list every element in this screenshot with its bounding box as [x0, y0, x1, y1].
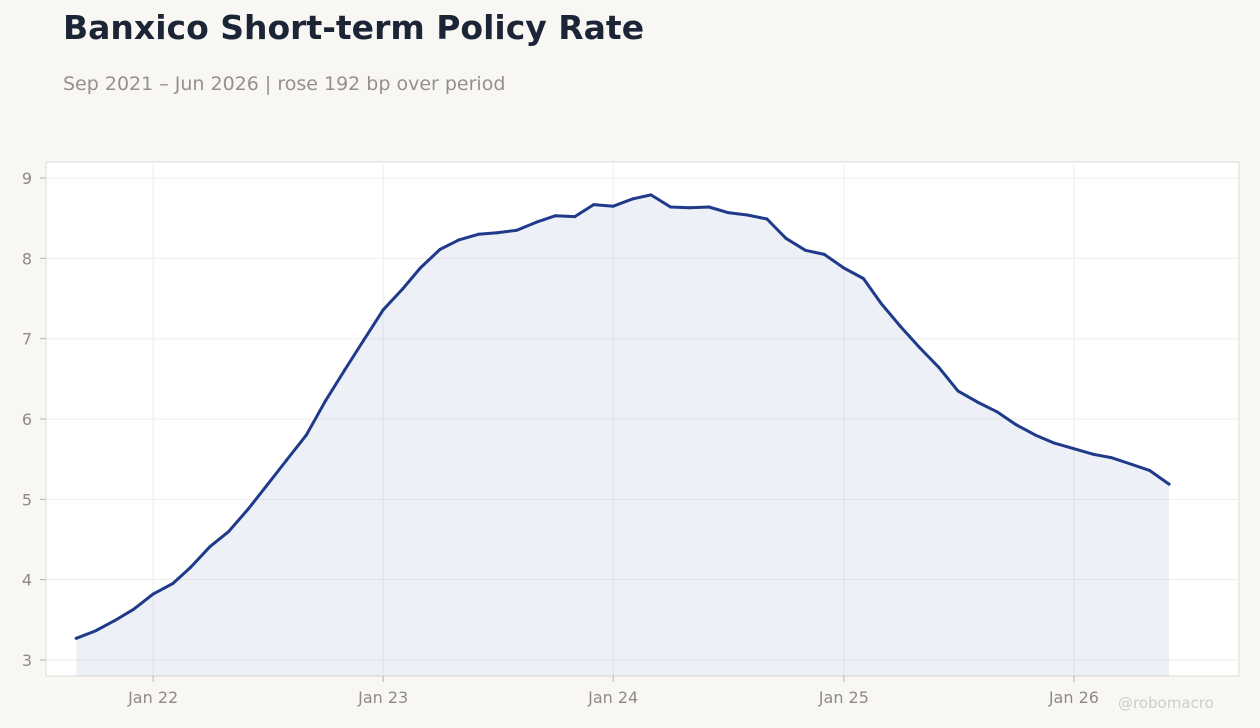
data-point — [592, 203, 596, 207]
data-point — [573, 215, 577, 219]
data-point — [227, 529, 231, 533]
y-tick-label: 7 — [22, 330, 32, 349]
data-point — [285, 458, 289, 462]
data-point — [1091, 452, 1095, 456]
x-tick-label: Jan 25 — [818, 688, 869, 707]
y-tick-label: 3 — [22, 651, 32, 670]
x-tick-label: Jan 24 — [587, 688, 638, 707]
data-point — [649, 193, 653, 197]
data-point — [995, 410, 999, 414]
y-tick-label: 5 — [22, 490, 32, 509]
x-tick-label: Jan 22 — [127, 688, 178, 707]
data-point — [171, 582, 175, 586]
data-point — [1014, 423, 1018, 427]
data-point — [476, 232, 480, 236]
data-point — [803, 248, 807, 252]
data-point — [1109, 456, 1113, 460]
data-point — [899, 325, 903, 329]
data-point — [976, 400, 979, 404]
data-point — [707, 205, 711, 209]
data-point — [918, 346, 921, 349]
x-axis-ticks: Jan 22 Jan 23 Jan 24 Jan 25 Jan 26 — [127, 676, 1099, 707]
data-point — [534, 220, 538, 224]
data-point — [1167, 482, 1171, 486]
data-point — [765, 217, 769, 221]
data-point — [842, 266, 846, 270]
data-point — [362, 338, 366, 342]
data-point — [1033, 433, 1037, 437]
y-tick-label: 8 — [22, 249, 32, 268]
data-point — [1072, 447, 1076, 451]
data-points — [74, 193, 1171, 640]
data-point — [265, 483, 269, 487]
data-point — [611, 204, 615, 208]
data-point — [553, 214, 557, 218]
chart-subtitle: Sep 2021 – Jun 2026 | rose 192 bp over p… — [63, 73, 506, 95]
data-point — [879, 301, 883, 305]
data-point — [515, 228, 519, 232]
data-point — [745, 213, 749, 217]
data-point — [457, 238, 461, 242]
series-area — [76, 194, 1169, 676]
data-point — [401, 287, 405, 291]
data-point — [861, 277, 865, 280]
chart-title: Banxico Short-term Policy Rate — [63, 8, 645, 47]
data-point — [956, 389, 960, 393]
data-point — [343, 368, 347, 372]
data-point — [631, 197, 635, 201]
data-point — [132, 607, 136, 611]
data-point — [323, 399, 327, 403]
data-point — [937, 366, 941, 370]
y-tick-label: 4 — [22, 571, 32, 590]
data-point — [784, 236, 788, 240]
data-point — [726, 211, 730, 215]
data-point — [74, 636, 78, 640]
y-tick-label: 6 — [22, 410, 32, 429]
data-point — [151, 592, 155, 596]
gridlines — [46, 162, 1239, 676]
data-point — [1129, 462, 1133, 466]
x-tick-label: Jan 23 — [357, 688, 408, 707]
data-point — [1052, 441, 1056, 445]
data-point — [304, 433, 308, 437]
data-point — [208, 545, 212, 549]
data-point — [438, 248, 442, 251]
watermark: @robomacro — [1118, 694, 1214, 712]
data-point — [1148, 468, 1151, 472]
data-point — [688, 206, 691, 210]
y-axis-ticks: 3 4 5 6 7 8 9 — [22, 169, 46, 670]
data-point — [188, 566, 192, 570]
x-tick-label: Jan 26 — [1048, 688, 1099, 707]
data-point — [381, 308, 385, 312]
data-point — [418, 266, 422, 270]
y-tick-label: 9 — [22, 169, 32, 188]
series-line — [74, 193, 1171, 640]
data-point — [822, 252, 826, 256]
data-point — [495, 231, 499, 235]
data-point — [93, 629, 97, 633]
data-point — [113, 619, 117, 623]
data-point — [246, 507, 250, 511]
data-point — [669, 205, 672, 209]
